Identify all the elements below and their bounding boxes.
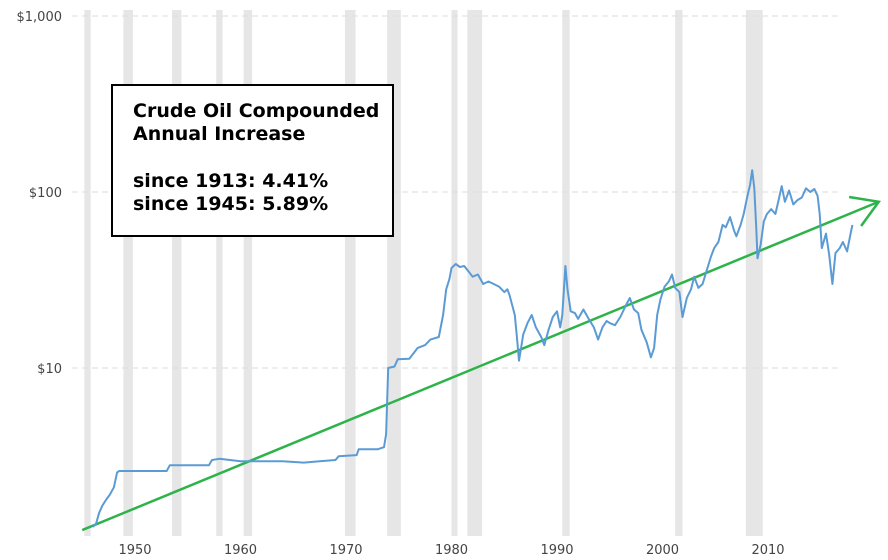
- trend-line-segment: [81, 200, 880, 532]
- recession-band: [123, 10, 133, 536]
- y-tick-label: $10: [37, 362, 62, 377]
- x-tick-label: 1950: [118, 543, 151, 558]
- y-tick-label: $1,000: [17, 10, 63, 25]
- recession-band: [216, 10, 223, 536]
- series-layer: [92, 169, 854, 528]
- annotation-box: Crude Oil Compounded Annual Increase sin…: [111, 84, 394, 237]
- x-axis-ticks: 1950 1960 1970 1980 1990 2000 2010: [118, 543, 784, 558]
- x-tick-label: 1970: [329, 543, 362, 558]
- x-tick-label: 1960: [224, 543, 257, 558]
- recession-band: [171, 10, 182, 536]
- annotation-title: Crude Oil Compounded Annual Increase: [133, 100, 380, 145]
- recession-band: [451, 10, 458, 536]
- oil-price-line: [92, 169, 854, 528]
- recession-band: [675, 10, 683, 536]
- y-tick-label: $100: [29, 186, 62, 201]
- x-tick-label: 1980: [435, 543, 468, 558]
- x-tick-label: 2010: [751, 543, 784, 558]
- gridlines: [72, 15, 838, 369]
- recession-band: [243, 10, 253, 536]
- recession-band: [745, 10, 763, 536]
- y-axis-ticks: $1,000 $100 $10: [17, 10, 63, 377]
- trend-line: [81, 195, 881, 532]
- annotation-since-1945: since 1945: 5.89%: [133, 193, 329, 215]
- recession-band: [467, 10, 483, 536]
- annotation-since-1913: since 1913: 4.41%: [133, 170, 329, 192]
- trend-arrowhead: [848, 195, 881, 227]
- recession-band: [84, 10, 91, 536]
- x-tick-label: 1990: [540, 543, 573, 558]
- recession-bands: [84, 10, 763, 536]
- x-tick-label: 2000: [646, 543, 679, 558]
- recession-band: [344, 10, 356, 536]
